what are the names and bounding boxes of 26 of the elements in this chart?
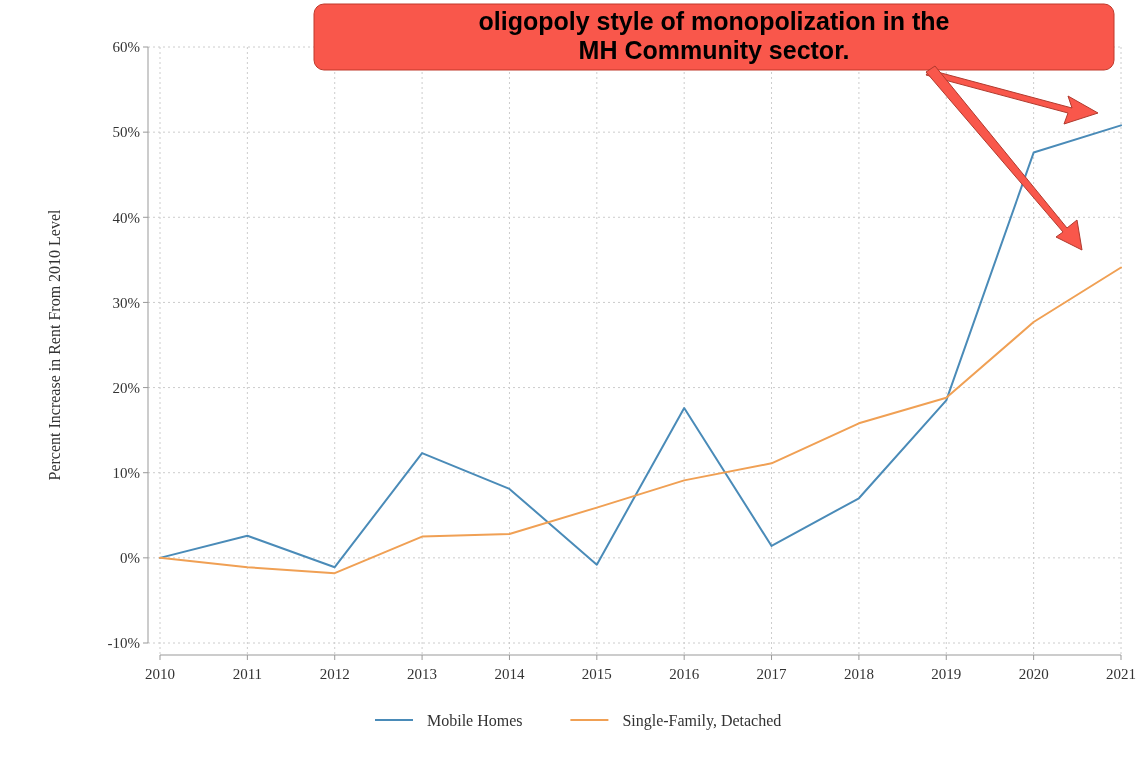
y-tick-label: 0% xyxy=(120,550,140,567)
x-tick-label: 2021 xyxy=(1106,666,1136,682)
x-tick-label: 2015 xyxy=(581,666,612,682)
y-tick-label: 60% xyxy=(112,39,140,56)
x-tick-label: 2012 xyxy=(319,666,350,682)
annotation: oligopoly style of monopolization in the MH Community sector. xyxy=(478,7,950,64)
y-tick-label: 50% xyxy=(112,124,140,141)
x-tick-label: 2014 xyxy=(494,666,525,682)
y-tick-label: 20% xyxy=(112,379,140,396)
legend-label: Mobile Homes xyxy=(427,711,523,729)
x-tick-label: 2020 xyxy=(1018,666,1049,682)
y-tick-label: 10% xyxy=(112,464,140,481)
x-tick-label: 2013 xyxy=(407,666,438,682)
y-tick-label: -10% xyxy=(107,635,140,652)
x-tick-label: 2016 xyxy=(669,666,700,682)
x-tick-label: 2018 xyxy=(843,666,874,682)
x-tick-label: 2010 xyxy=(145,666,175,682)
x-tick-label: 2017 xyxy=(756,666,788,682)
x-tick-label: 2019 xyxy=(931,666,962,682)
y-tick-label: 40% xyxy=(112,209,140,226)
line-series xyxy=(159,124,1122,569)
y-axis-title: Percent Increase in Rent From 2010 Level xyxy=(46,208,63,481)
line-series xyxy=(159,266,1122,575)
legend-label: Single-Family, Detached xyxy=(622,711,782,730)
x-tick-label: 2011 xyxy=(232,666,263,682)
y-tick-label: 30% xyxy=(112,294,140,311)
